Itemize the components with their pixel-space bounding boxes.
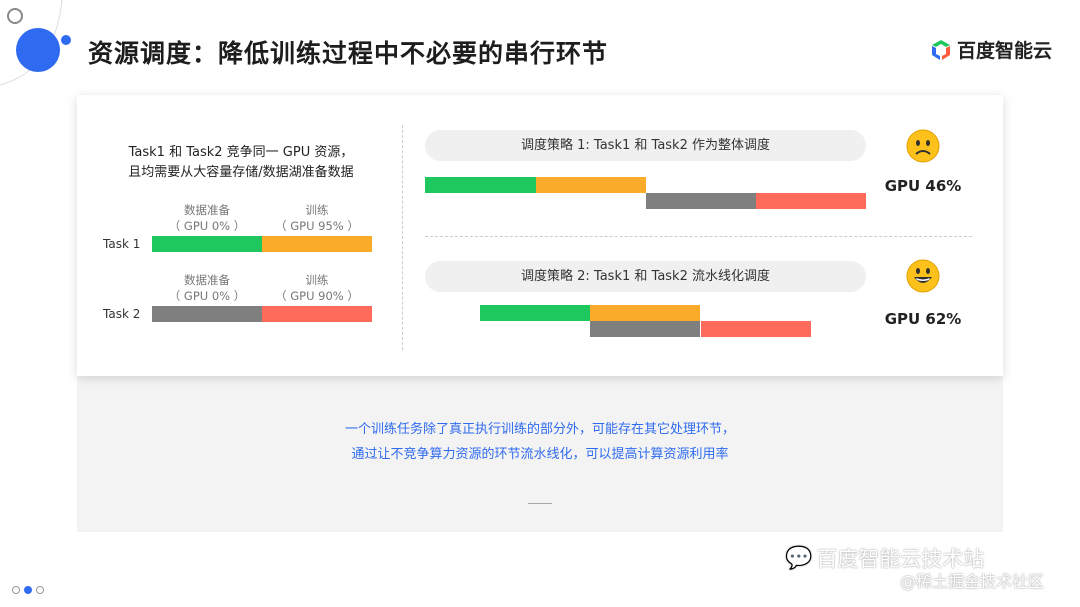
page-dot[interactable] <box>12 586 20 594</box>
watermark: 💬 百度智能云技术站 <box>785 543 984 573</box>
page-dot[interactable] <box>36 586 44 594</box>
summary-line: 一个训练任务除了真正执行训练的部分外，可能存在其它处理环节， <box>344 422 735 437</box>
page-dot-active[interactable] <box>24 586 32 594</box>
task-label: Task 1 <box>103 237 141 251</box>
page-title: 资源调度：降低训练过程中不必要的串行环节 <box>88 39 609 68</box>
task1-training-bar <box>262 236 372 252</box>
phase-label: 数据准备（ GPU 0% ） <box>168 203 246 233</box>
strategy-1-gpu: GPU 46% <box>884 177 962 195</box>
wechat-icon: 💬 <box>785 545 813 571</box>
sad-face-icon <box>906 129 940 163</box>
s1-task1-train-bar <box>536 177 646 193</box>
logo-icon <box>932 39 950 60</box>
strategy-1-label: 调度策略 1: Task1 和 Task2 作为整体调度 <box>425 130 866 161</box>
happy-face-icon <box>906 259 940 293</box>
scenario-description: Task1 和 Task2 竞争同一 GPU 资源， 且均需要从大容量存储/数据… <box>100 143 382 183</box>
task-label: Task 2 <box>103 307 141 321</box>
description-line: 且均需要从大容量存储/数据湖准备数据 <box>128 165 354 180</box>
baidu-cloud-logo: 百度智能云 <box>930 36 1052 63</box>
phase-label: 训练（ GPU 90% ） <box>275 273 359 303</box>
page-indicator <box>12 586 44 594</box>
s2-task2-prep-bar <box>590 321 700 337</box>
vertical-divider <box>402 125 403 350</box>
summary-line: 通过让不竞争算力资源的环节流水线化，可以提高计算资源利用率 <box>351 447 729 462</box>
short-divider <box>528 503 552 504</box>
s1-task1-prep-bar <box>425 177 536 193</box>
s2-task1-prep-bar <box>480 305 590 321</box>
strategy-2-label: 调度策略 2: Task1 和 Task2 流水线化调度 <box>425 261 866 292</box>
decorative-circles <box>0 0 71 86</box>
task2-data-prep-bar <box>152 306 262 322</box>
s1-task2-prep-bar <box>646 193 756 209</box>
watermark-line2: @稀土掘金技术社区 <box>900 572 1045 591</box>
s2-task2-train-bar <box>701 321 811 337</box>
phase-label: 训练（ GPU 95% ） <box>275 203 359 233</box>
phase-label: 数据准备（ GPU 0% ） <box>168 273 246 303</box>
watermark-line1: 百度智能云技术站 <box>816 547 985 571</box>
description-line: Task1 和 Task2 竞争同一 GPU 资源， <box>128 145 354 160</box>
horizontal-divider <box>425 236 972 237</box>
s2-task1-train-bar <box>590 305 700 321</box>
s1-task2-train-bar <box>756 193 866 209</box>
summary-panel <box>77 376 1003 532</box>
logo-text: 百度智能云 <box>957 40 1053 62</box>
task2-training-bar <box>262 306 372 322</box>
strategy-2-gpu: GPU 62% <box>884 310 962 328</box>
task1-data-prep-bar <box>152 236 262 252</box>
